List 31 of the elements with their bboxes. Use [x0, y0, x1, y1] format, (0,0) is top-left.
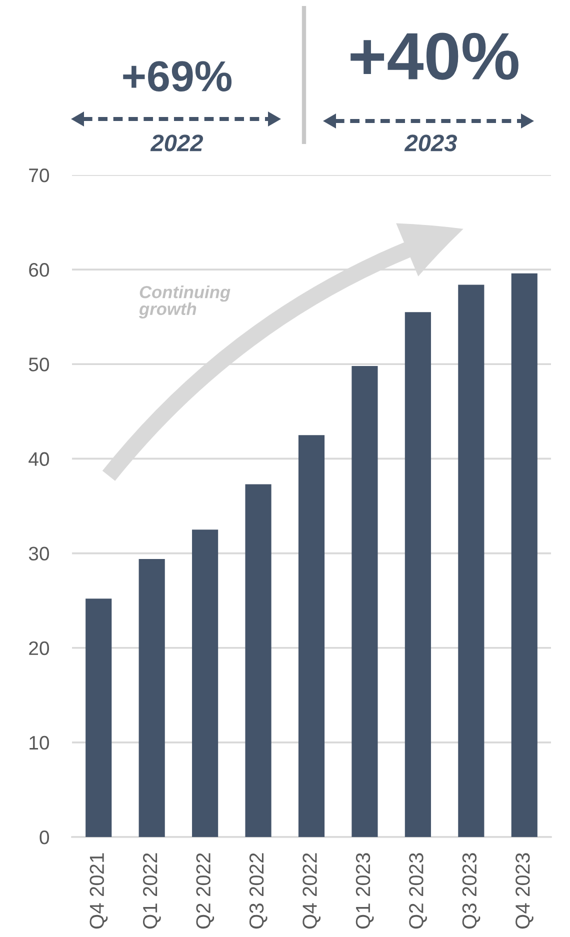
text: 2023	[404, 134, 457, 152]
y-tick-label: 30	[28, 546, 50, 561]
bar	[192, 530, 218, 837]
bar	[86, 598, 112, 837]
bar	[458, 284, 484, 837]
text: 2022	[150, 134, 204, 152]
y-tick-label: 20	[29, 641, 50, 656]
y-tick-label: 70	[29, 168, 50, 182]
y-tick-label: 10	[30, 736, 50, 750]
bar	[245, 484, 272, 837]
x-tick-label: Q2 2023	[409, 853, 427, 929]
x-tick-label: Q3 2023	[462, 853, 480, 929]
x-tick-label: Q1 2022	[142, 853, 161, 929]
x-tick-label: Q4 2021	[90, 853, 108, 929]
y-tick-label: 50	[28, 358, 50, 372]
y-tick-label: 40	[28, 452, 50, 466]
bar	[511, 273, 538, 837]
annotation: Continuing growth	[138, 286, 230, 318]
x-tick-label: Q1 2023	[356, 853, 374, 929]
bar	[352, 366, 378, 837]
x-tick-label: Q3 2022	[249, 853, 268, 929]
x-tick-label: Q4 2023	[516, 853, 534, 929]
y-tick-label: 60	[29, 263, 50, 277]
x-tick-label: Q2 2022	[196, 853, 214, 929]
y-tick-label: 0	[40, 830, 50, 844]
bar	[298, 435, 325, 837]
text: +69%	[123, 61, 232, 92]
text: +40%	[350, 32, 518, 80]
x-tick-label: Q4 2022	[302, 853, 321, 929]
bar	[138, 558, 165, 837]
bar	[404, 312, 431, 837]
